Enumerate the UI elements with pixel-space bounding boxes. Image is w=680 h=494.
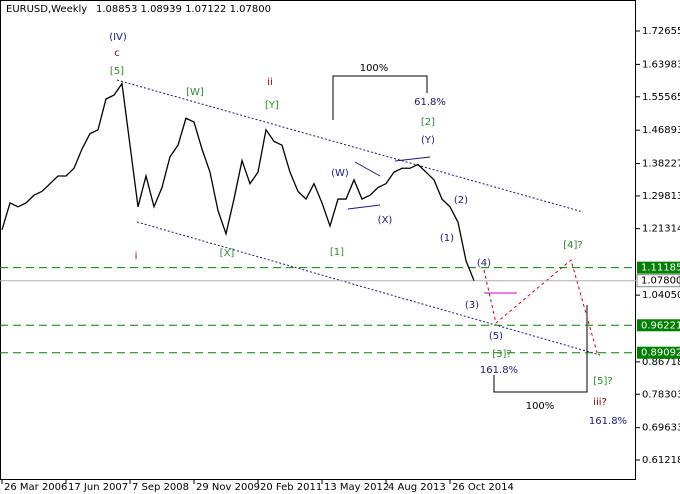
wave-label: (X): [378, 215, 393, 226]
wave-label: 100%: [526, 401, 555, 412]
wave-label: [5]?: [593, 376, 612, 387]
plot-frame: [0, 0, 636, 480]
level-label: 0.89092: [641, 348, 680, 359]
level-box: [637, 346, 680, 359]
y-tick-label: 1.72655: [642, 26, 680, 37]
level-box: [637, 319, 680, 332]
projection-path: [483, 259, 599, 357]
fib-bracket: [332, 75, 428, 120]
y-tick-label: 1.46893: [642, 125, 680, 136]
wave-label: (W): [331, 168, 349, 179]
x-tick-label: 4 Aug 2013: [388, 482, 446, 493]
wave-label: 161.8%: [480, 365, 518, 376]
wave-label: c: [114, 48, 120, 59]
level-label: 0.96221: [641, 320, 680, 331]
fib-bracket: [493, 305, 588, 393]
y-tick-label: 1.04050: [642, 290, 680, 301]
wave-label: i: [135, 251, 138, 262]
last-price-label: 1.07800: [641, 276, 680, 287]
x-tick-label: 7 Sep 2008: [132, 482, 189, 493]
wave-line: [354, 161, 381, 177]
y-tick-label: 0.86718: [642, 357, 680, 368]
x-tick-label: 17 Jun 2007: [68, 482, 128, 493]
wave-label: iii?: [593, 397, 607, 408]
wave-label: (2): [454, 195, 468, 206]
wave-label: [X]: [220, 248, 235, 259]
level-label: 1.11185: [641, 263, 680, 274]
wave-label: [Y]: [265, 100, 279, 111]
y-tick-label: 1.63983: [642, 59, 680, 70]
wave-label: [4]?: [563, 240, 582, 251]
channel-lower: [136, 221, 601, 356]
channel-upper: [116, 79, 584, 213]
x-tick-label: 26 Oct 2014: [452, 482, 514, 493]
x-tick-label: 13 May 2012: [324, 482, 389, 493]
wave-label: ii: [267, 77, 273, 88]
wave-label: 100%: [360, 63, 389, 74]
y-tick-label: 0.78303: [642, 389, 680, 400]
wave-line: [394, 156, 431, 162]
wave-label: (Y): [421, 135, 435, 146]
last-price-box: [636, 274, 680, 288]
wave-label: [1]: [330, 247, 344, 258]
wave-label: [2]: [421, 117, 435, 128]
x-tick-label: 26 Mar 2006: [4, 482, 67, 493]
level-box: [637, 261, 680, 274]
price-line: [1, 81, 475, 281]
chart-title: EURUSD,Weekly: [6, 4, 87, 15]
y-tick-label: 1.38227: [642, 159, 680, 170]
wave-label: (1): [440, 233, 454, 244]
wave-label: 61.8%: [414, 97, 446, 108]
wave-label: (3): [465, 300, 479, 311]
ohlc-text: 1.08853 1.08939 1.07122 1.07800: [96, 4, 271, 15]
y-tick-label: 1.29813: [642, 191, 680, 202]
wave-label: [W]: [186, 87, 204, 98]
wave-label: (5): [489, 331, 503, 342]
x-tick-label: 20 Feb 2011: [260, 482, 322, 493]
y-tick-label: 0.69633: [642, 423, 680, 434]
wave-label: 161.8%: [589, 416, 627, 427]
x-tick-label: 29 Nov 2009: [196, 482, 260, 493]
wave-label: [3]?: [492, 349, 511, 360]
y-tick-label: 1.55565: [642, 92, 680, 103]
wave-label: (4): [477, 258, 491, 269]
wave-label: (IV): [109, 32, 127, 43]
y-tick-label: 1.21314: [642, 224, 680, 235]
wave-label: [5]: [110, 66, 124, 77]
y-tick-label: 0.61218: [642, 455, 680, 466]
wave-line: [347, 204, 381, 210]
